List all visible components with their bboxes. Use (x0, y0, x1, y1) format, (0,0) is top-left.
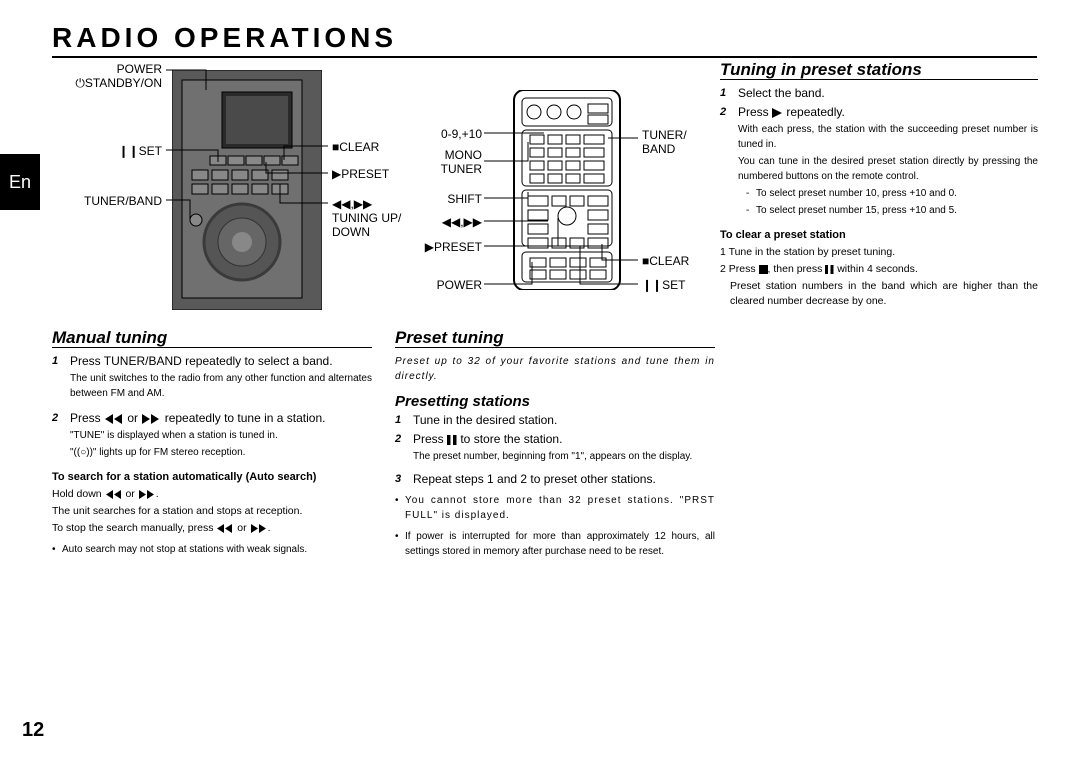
presetting-stations-heading: Presetting stations (395, 394, 715, 409)
title-rule (52, 56, 1037, 58)
auto-bullet: Auto search may not stop at stations wit… (52, 542, 372, 557)
clear-line2: 2 Press , then press within 4 seconds. (720, 262, 1038, 277)
rewind-icon (216, 524, 234, 533)
forward-icon (141, 414, 161, 424)
auto-line3: To stop the search manually, press or . (52, 521, 372, 536)
forward-icon (250, 524, 268, 533)
preset-bullet2: If power is interrupted for more than ap… (395, 529, 715, 559)
auto-line2: The unit searches for a station and stop… (52, 504, 372, 519)
clear-preset-subhead: To clear a preset station (720, 228, 1038, 243)
step2-note2: "((○))" lights up for FM stereo receptio… (70, 445, 372, 460)
preset-step-2: 2 Press to store the station. (395, 432, 715, 447)
manual-tuning-section: Manual tuning 1 Press TUNER/BAND repeate… (52, 330, 372, 557)
tuning-preset-section: Tuning in preset stations 1 Select the b… (720, 62, 1038, 309)
auto-search-subhead: To search for a station automatically (A… (52, 470, 372, 485)
tps-dash1: To select preset number 10, press +10 an… (746, 186, 1038, 201)
preset-tuning-heading: Preset tuning (395, 330, 715, 348)
auto-line1: Hold down or . (52, 487, 372, 502)
manual-tuning-heading: Manual tuning (52, 330, 372, 348)
tps-note1: With each press, the station with the su… (738, 122, 1038, 152)
step1-note: The unit switches to the radio from any … (70, 371, 372, 401)
tps-dash2: To select preset number 15, press +10 an… (746, 203, 1038, 218)
forward-icon (138, 490, 156, 499)
tuning-preset-heading: Tuning in preset stations (720, 62, 1038, 80)
device-diagram: POWER ⏻STANDBY/ON ❙❙SET TUNER/BAND ■CLEA… (52, 62, 712, 322)
preset-tuning-section: Preset tuning Preset up to 32 of your fa… (395, 330, 715, 559)
rewind-icon (104, 414, 124, 424)
tps-note2: You can tune in the desired preset stati… (738, 154, 1038, 184)
play-icon (772, 108, 783, 118)
clear-line1: 1 Tune in the station by preset tuning. (720, 245, 1038, 260)
page-number: 12 (22, 719, 44, 742)
preset-step-3: 3 Repeat steps 1 and 2 to preset other s… (395, 472, 715, 487)
pause-icon (447, 435, 457, 445)
rewind-icon (105, 490, 123, 499)
preset-intro: Preset up to 32 of your favorite station… (395, 354, 715, 384)
pause-icon (825, 265, 834, 274)
preset-step2-note: The preset number, beginning from "1", a… (413, 449, 715, 464)
leader-lines (52, 62, 712, 322)
preset-bullet1: You cannot store more than 32 preset sta… (395, 493, 715, 523)
step-2: 2 Press or repeatedly to tune in a stati… (52, 411, 372, 426)
preset-step-1: 1 Tune in the desired station. (395, 413, 715, 428)
stop-icon (759, 265, 768, 274)
tps-step-1: 1 Select the band. (720, 86, 1038, 101)
step2-note1: "TUNE" is displayed when a station is tu… (70, 428, 372, 443)
tps-step-2: 2 Press repeatedly. (720, 105, 1038, 120)
clear-line3: Preset station numbers in the band which… (730, 279, 1038, 309)
language-tab: En (0, 154, 40, 210)
page-title: RADIO OPERATIONS (52, 22, 397, 54)
step-1: 1 Press TUNER/BAND repeatedly to select … (52, 354, 372, 369)
